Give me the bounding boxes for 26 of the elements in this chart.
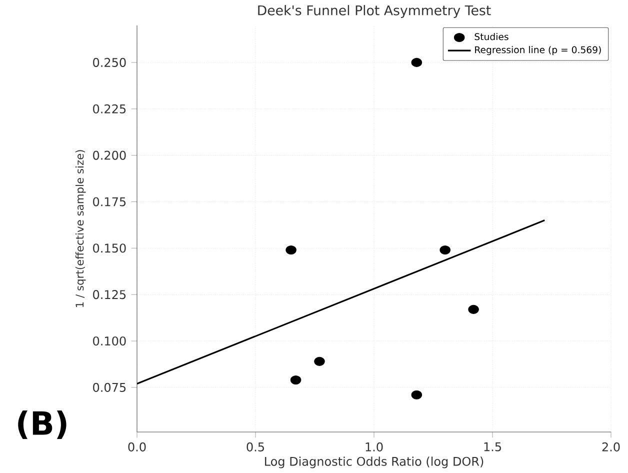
point <box>411 390 422 400</box>
y-tick-label: 0.175 <box>93 197 126 206</box>
y-tick-label: 0.225 <box>93 104 126 114</box>
point <box>290 375 302 385</box>
text: (B) <box>18 410 66 439</box>
y-tick-label: 0.075 <box>93 382 126 392</box>
y-tick-label: 0.250 <box>93 58 126 67</box>
x-tick-label: 0.0 <box>128 442 146 452</box>
point <box>468 304 479 314</box>
y-tick-label: 0.150 <box>93 244 126 253</box>
point <box>411 58 422 67</box>
x-tick-label: 0.5 <box>246 442 264 452</box>
point <box>286 245 296 255</box>
x-tick-label: 1.5 <box>484 442 501 452</box>
x-tick-label: 2.0 <box>602 442 620 452</box>
y-tick-label: 0.100 <box>93 336 126 346</box>
x-tick-label: 1.0 <box>366 442 383 452</box>
y-axis-title: 1 / sqrt(effective sample size) <box>75 150 86 307</box>
y-tick-label: 0.125 <box>93 290 126 300</box>
legend-label: Regression line (p = 0.569) <box>475 46 601 56</box>
chart-title: Deek's Funnel Plot Asymmetry Test <box>258 5 491 18</box>
point <box>314 356 325 366</box>
x-axis-title: Log Diagnostic Odds Ratio (log DOR) <box>265 456 484 468</box>
y-tick-label: 0.200 <box>93 150 126 160</box>
legend-label: Studies <box>474 32 508 40</box>
point <box>440 245 450 255</box>
